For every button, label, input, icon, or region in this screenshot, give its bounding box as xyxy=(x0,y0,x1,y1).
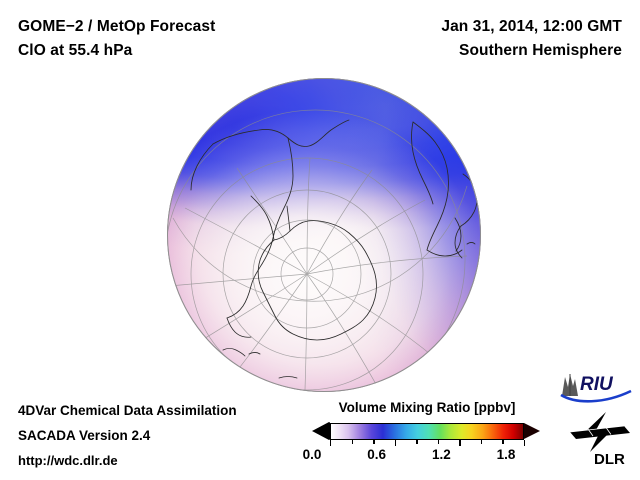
colorbar-minor-tick xyxy=(437,440,440,444)
coastline-overlay xyxy=(190,119,478,379)
colorbar-ticks xyxy=(330,440,526,446)
species-level-title: ClO at 55.4 hPa xyxy=(18,42,133,59)
hemisphere-label: Southern Hemisphere xyxy=(459,42,622,59)
colorbar-major-tick xyxy=(330,440,332,446)
riu-spires-icon xyxy=(562,374,578,396)
riu-wordmark: RIU xyxy=(580,374,614,395)
colorbar-minor-tick xyxy=(480,440,483,444)
colorbar-tick-labels: 0.0 0.6 1.2 1.8 xyxy=(303,447,542,467)
colorbar-tick-label: 0.0 xyxy=(302,447,322,462)
software-version-label: SACADA Version 2.4 xyxy=(18,428,151,443)
riu-logo: RIU xyxy=(560,374,632,403)
colorbar-major-tick xyxy=(524,440,526,446)
colorbar-minor-tick xyxy=(502,440,504,444)
colorbar-minor-tick xyxy=(416,440,418,444)
graticule-overlay xyxy=(167,109,468,392)
colorbar-tick-label: 0.6 xyxy=(367,447,387,462)
globe-disc xyxy=(167,78,481,392)
dlr-mark-icon xyxy=(569,412,630,452)
colorbar-title: Volume Mixing Ratio [ppbv] xyxy=(338,400,516,415)
assimilation-method-label: 4DVar Chemical Data Assimilation xyxy=(18,403,237,418)
colorbar-row xyxy=(312,421,542,446)
colorbar-legend: Volume Mixing Ratio [ppbv] 0.0 0.6 1.2 1.8 xyxy=(303,400,542,467)
colorbar-tick-label: 1.2 xyxy=(431,447,451,462)
colorbar-major-tick xyxy=(394,440,397,446)
dlr-wordmark: DLR xyxy=(594,451,625,468)
website-url-label[interactable]: http://wdc.dlr.de xyxy=(18,453,118,468)
colorbar-minor-tick xyxy=(351,440,353,444)
dlr-logo: DLR xyxy=(569,412,630,468)
colorbar-underflow-arrow-icon xyxy=(313,421,330,440)
polar-globe-map xyxy=(167,78,481,392)
colorbar-overflow-arrow-icon xyxy=(524,423,540,439)
colorbar-gradient xyxy=(330,423,524,440)
colorbar-major-tick xyxy=(459,440,461,446)
colorbar-minor-tick xyxy=(373,440,375,444)
instrument-title: GOME−2 / MetOp Forecast xyxy=(18,18,216,35)
colorbar-tick-label: 1.8 xyxy=(496,447,516,462)
datetime-label: Jan 31, 2014, 12:00 GMT xyxy=(441,18,622,35)
riu-swoosh-icon xyxy=(560,389,632,403)
